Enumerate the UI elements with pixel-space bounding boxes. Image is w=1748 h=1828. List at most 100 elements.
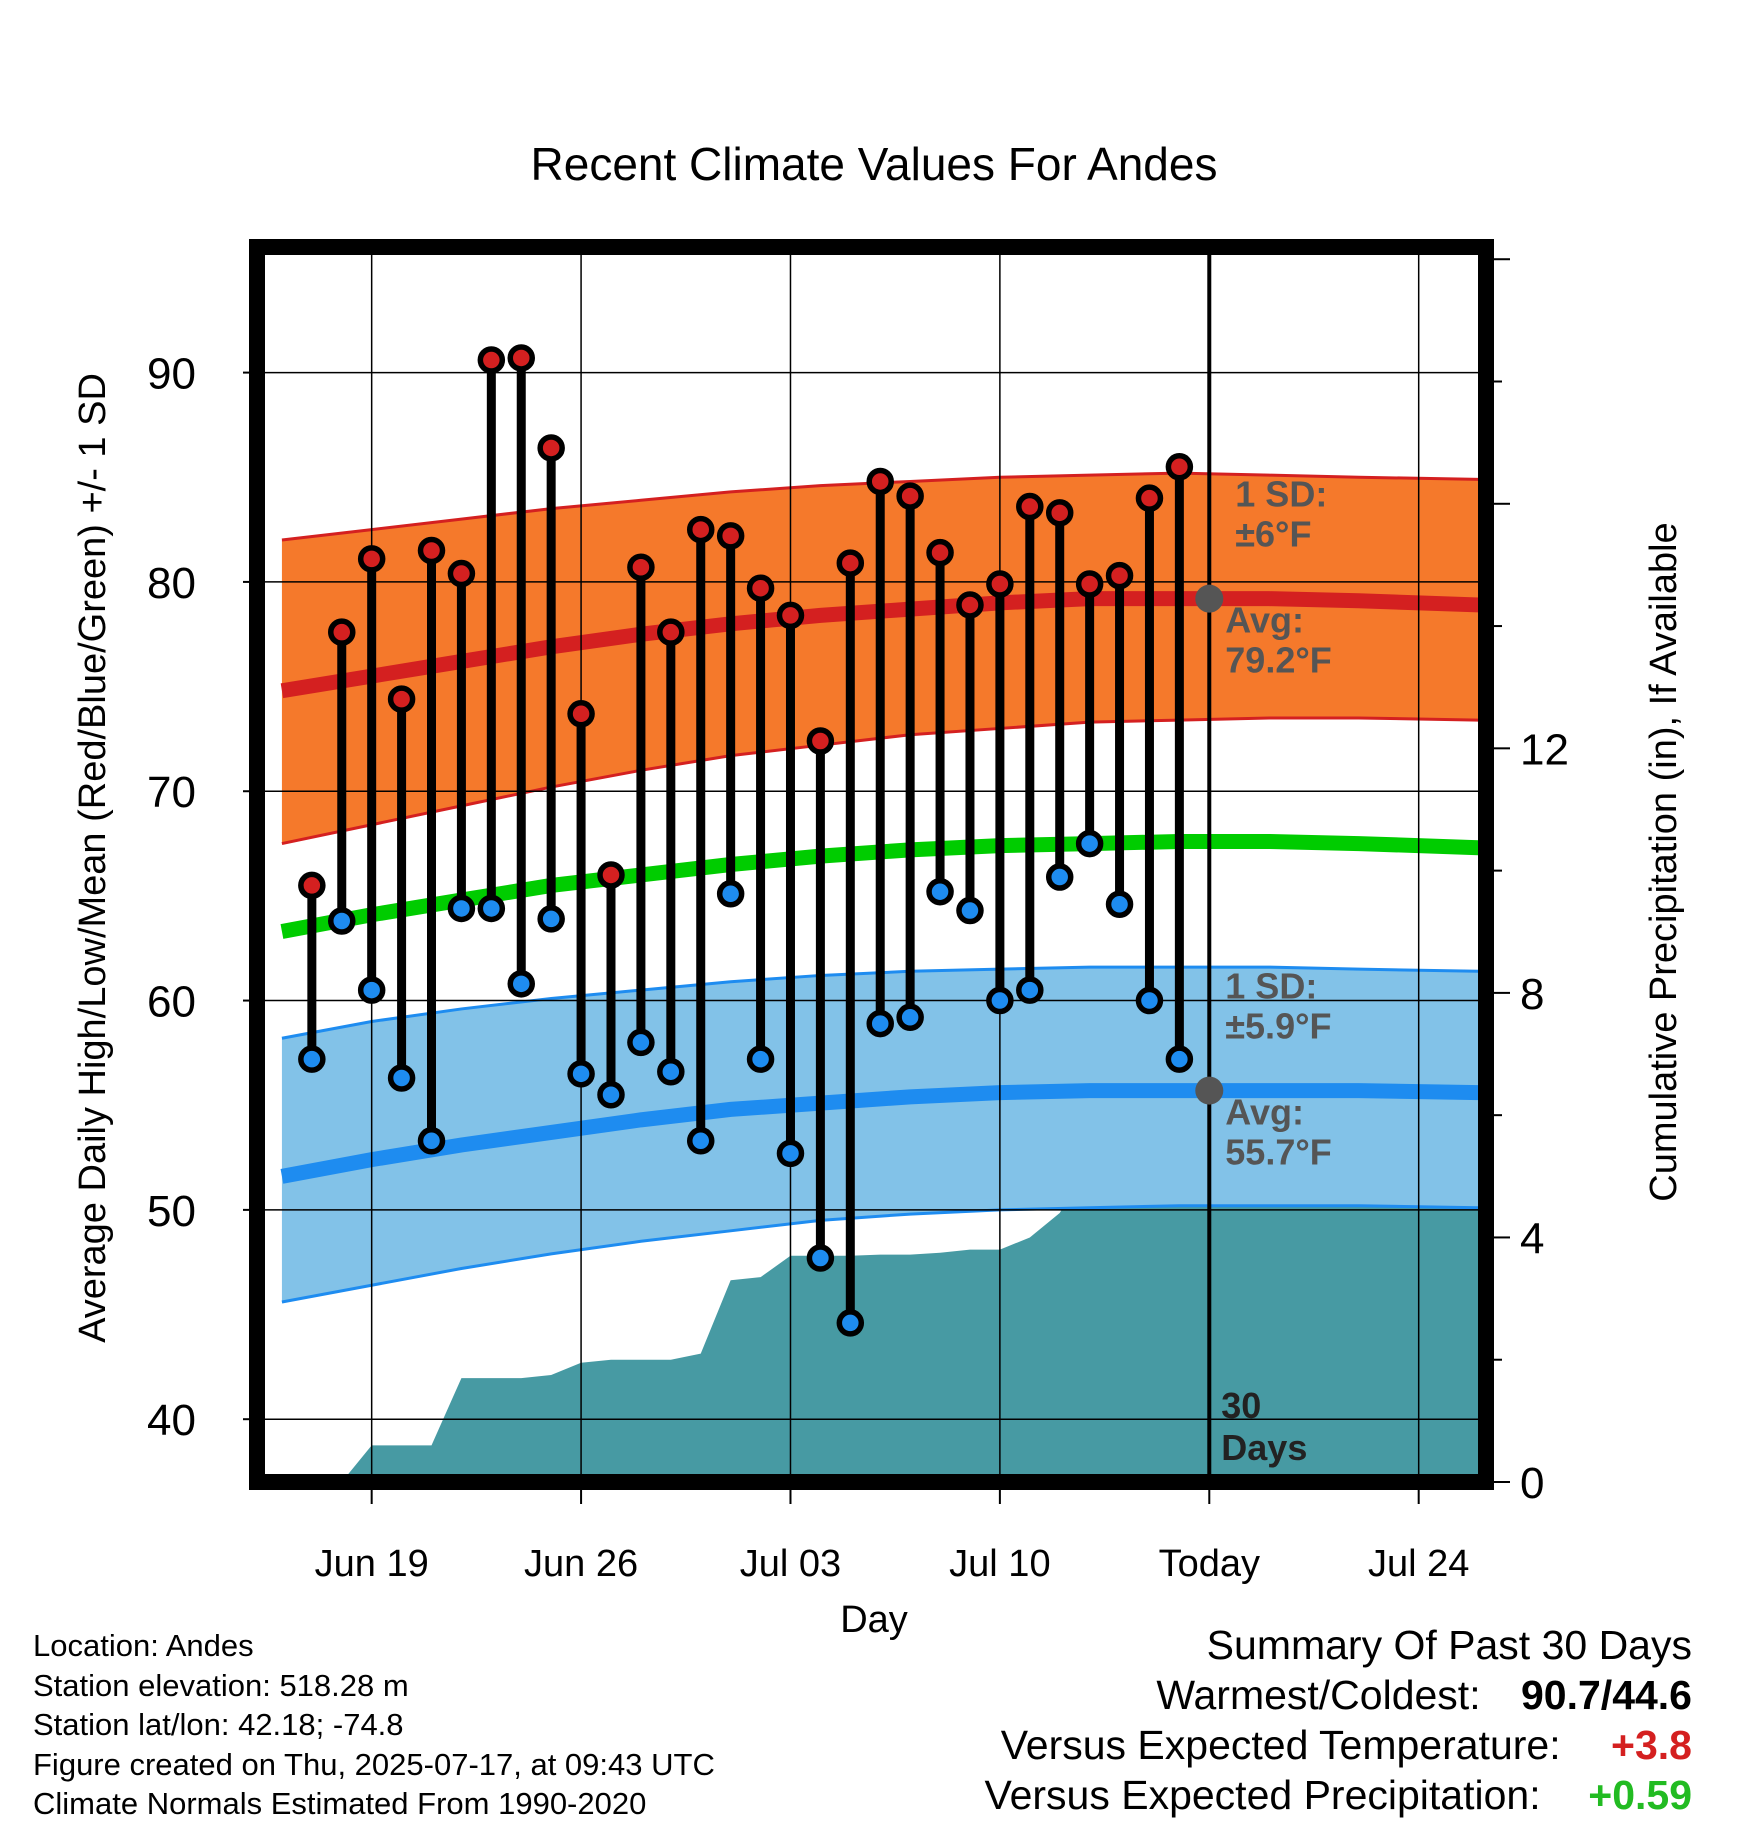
low-temp-point [1075,829,1104,858]
low-avg-label: Avg: [1225,1092,1304,1133]
high-temp-point [716,522,745,550]
summary-warmest-row: Warmest/Coldest: 90.7/44.6 [985,1670,1692,1720]
y-tick-label: 40 [147,1396,196,1445]
figure-created: Figure created on Thu, 2025-07-17, at 09… [33,1746,715,1782]
low-sd-band-lower-edge [281,1204,1479,1304]
warmest-value: 90.7/44.6 [1521,1672,1692,1718]
low-temp-point [686,1127,715,1155]
low-temp-point [956,896,984,925]
y2-tick-label: 4 [1520,1214,1544,1263]
low-temp-point [746,1045,775,1073]
high-temp-point [746,574,775,602]
station-elevation: Station elevation: 518.28 m [33,1667,409,1703]
days-label: Days [1221,1427,1307,1468]
low-temp-point [328,907,356,935]
low-temp-point [597,1081,625,1109]
low-temp-point [926,877,954,906]
avg-low-line [280,1083,1479,1184]
x-tick-label: Jul 03 [740,1543,841,1585]
y-tick-label: 60 [147,978,196,1027]
x-tick-label: Jun 26 [524,1543,638,1585]
high-temp-point [477,346,506,374]
temp-anomaly-value: +3.8 [1611,1722,1692,1768]
x-tick-label: Today [1159,1543,1260,1585]
plot-frame [249,239,1494,1490]
low-temp-point [477,894,506,923]
chart-title: Recent Climate Values For Andes [531,138,1218,190]
high-sd-label: 1 SD: [1235,474,1327,515]
high-temp-point [1045,499,1074,527]
low-temp-point [716,880,745,908]
high-temp-point [686,515,715,544]
low-temp-point [417,1127,446,1155]
y-tick-label: 50 [147,1187,196,1236]
high-temp-point [986,570,1014,598]
high-temp-point [926,538,954,567]
low-temp-point [1105,890,1134,919]
y-tick-label: 80 [147,559,196,608]
y-tick-label: 90 [147,350,196,399]
low-temp-point [776,1139,805,1168]
low-temp-point [1016,976,1044,1004]
high-temp-point [328,618,356,646]
temp-anomaly-label: Versus Expected Temperature: [1000,1722,1561,1768]
low-temp-point [447,894,476,923]
y2-tick-label: 0 [1520,1459,1544,1508]
high-sd-band-lower-edge [281,716,1479,846]
low-temp-point [298,1045,326,1073]
days-count: 30 [1221,1385,1261,1426]
x-tick-label: Jun 19 [315,1543,429,1585]
station-info: Location: Andes Station elevation: 518.2… [33,1626,715,1824]
avg-mean-line [280,833,1479,939]
high-sd-band-upper-edge [281,471,1479,542]
low-sd-band-upper-edge [281,965,1479,1040]
high-temp-point [567,700,595,728]
avg-high-line [280,591,1479,699]
normals-period: Climate Normals Estimated From 1990-2020 [33,1786,647,1821]
high-avg-value: 79.2°F [1225,640,1331,681]
low-temp-point [1045,863,1074,891]
low-temp-point [567,1060,595,1088]
x-axis-label: Day [840,1599,908,1641]
high-temp-point [597,861,625,889]
low-temp-point [537,905,565,933]
low-temp-point [866,1009,894,1038]
high-sd-value: ±6°F [1235,514,1311,555]
high-temp-point [387,685,416,713]
high-temp-point [417,536,446,565]
x-tick-label: Jul 10 [949,1543,1050,1585]
summary-temp-row: Versus Expected Temperature: +3.8 [985,1720,1692,1770]
low-temp-point [357,976,386,1004]
station-latlon: Station lat/lon: 42.18; -74.8 [33,1707,404,1742]
low-temp-point [387,1064,416,1092]
high-temp-point [447,559,476,588]
today-high-marker [1195,584,1224,613]
low-temp-point [896,1003,924,1032]
high-temp-point [507,344,535,372]
y2-tick-label: 12 [1520,725,1569,774]
high-temp-point [1075,570,1104,598]
low-temp-point [836,1309,865,1337]
summary-precip-row: Versus Expected Precipitation: +0.59 [985,1770,1693,1820]
y-tick-label: 70 [147,768,196,817]
low-temp-point [1135,986,1164,1015]
high-temp-point [776,601,805,630]
station-location: Location: Andes [33,1628,254,1663]
summary-heading: Summary Of Past 30 Days [1206,1622,1692,1668]
precip-anomaly-label: Versus Expected Precipitation: [984,1772,1541,1818]
high-temp-point [1105,561,1134,590]
high-temp-point [806,727,835,755]
x-tick-label: Jul 24 [1368,1543,1469,1585]
high-temp-point [298,871,326,900]
low-avg-value: 55.7°F [1225,1132,1331,1173]
y2-axis-label: Cumulative Precipitation (in), If Availa… [1643,522,1685,1201]
low-temp-point [627,1028,655,1057]
high-temp-point [896,482,924,510]
high-temp-point [537,434,565,462]
high-temp-point [627,553,655,582]
high-temp-point [866,467,894,496]
today-low-marker [1195,1076,1224,1105]
high-temp-point [1016,492,1044,521]
high-avg-label: Avg: [1225,600,1304,641]
